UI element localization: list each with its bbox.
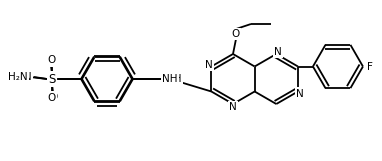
Text: O: O [49,92,57,102]
Text: O: O [47,56,55,66]
Text: H₂N: H₂N [12,72,32,82]
Text: S: S [48,72,56,85]
Text: N: N [229,102,237,112]
Text: S: S [48,72,56,85]
Text: N: N [296,89,304,99]
Text: O: O [48,55,56,65]
Text: O: O [232,29,240,39]
Text: N: N [274,47,282,57]
Text: NH: NH [162,74,178,84]
Text: F: F [367,62,373,71]
Text: O: O [48,93,56,103]
Text: N: N [206,60,213,70]
Text: H₂N: H₂N [8,72,28,82]
Text: NH: NH [166,74,182,84]
